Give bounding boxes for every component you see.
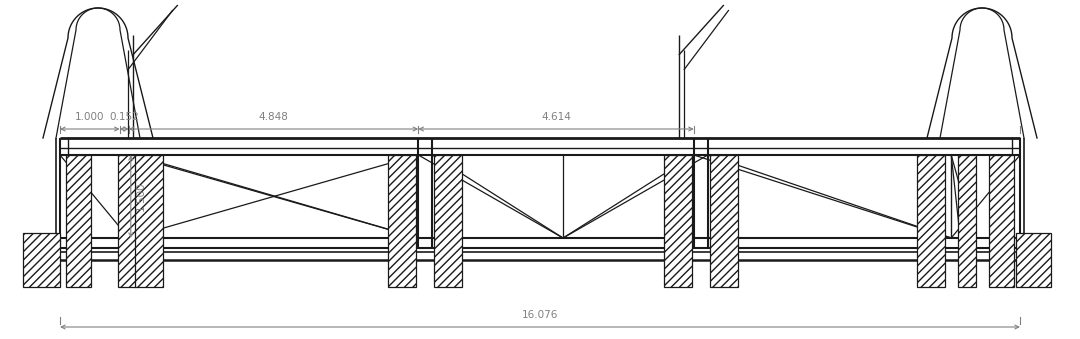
Bar <box>118 155 136 287</box>
Bar <box>989 155 1014 287</box>
Text: 4.848: 4.848 <box>258 112 288 122</box>
Bar <box>1016 233 1051 287</box>
Text: 16.076: 16.076 <box>522 310 558 320</box>
Bar <box>958 155 976 287</box>
Bar <box>434 155 462 287</box>
Bar <box>917 155 945 287</box>
Text: 4.614: 4.614 <box>541 112 571 122</box>
Bar <box>66 155 91 287</box>
Bar <box>135 155 163 287</box>
Bar <box>664 155 692 287</box>
Bar <box>710 155 738 287</box>
Text: 0.152: 0.152 <box>109 112 139 122</box>
Bar <box>23 233 60 287</box>
Text: 1.000: 1.000 <box>76 112 105 122</box>
Bar <box>389 155 416 287</box>
Text: 1.500: 1.500 <box>136 182 146 211</box>
